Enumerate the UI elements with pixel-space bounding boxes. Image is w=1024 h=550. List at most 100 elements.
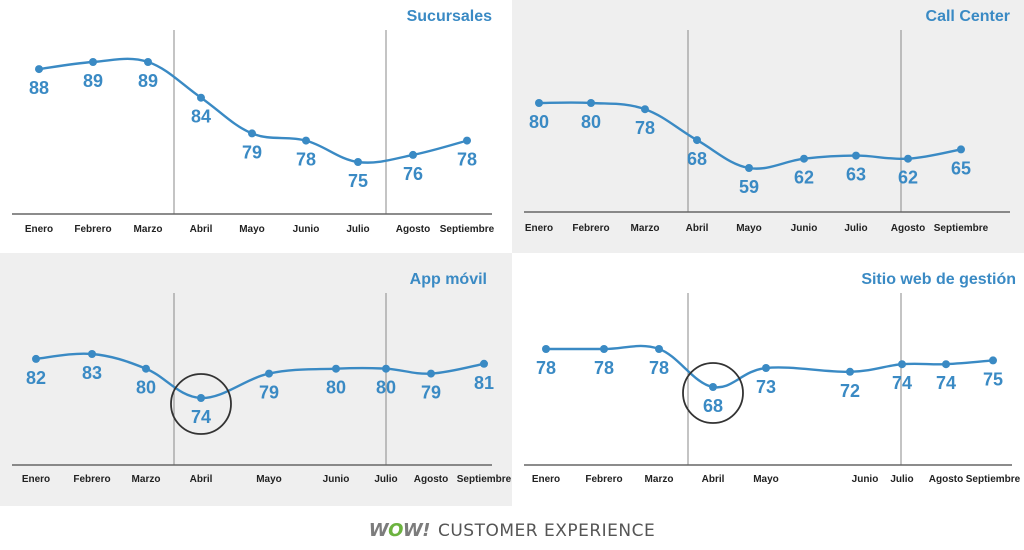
chart-title: Sitio web de gestión	[861, 271, 1016, 288]
data-label: 81	[474, 373, 494, 393]
x-tick-label: Agosto	[929, 474, 963, 485]
data-point-mayo	[745, 164, 753, 172]
data-label: 75	[983, 369, 1003, 389]
x-tick-label: Abril	[702, 474, 725, 485]
data-label: 63	[846, 165, 866, 185]
data-point-enero	[35, 65, 43, 74]
data-point-junio	[332, 364, 340, 373]
data-point-agosto	[409, 150, 417, 159]
data-label: 79	[259, 383, 279, 403]
footer-text: CUSTOMER EXPERIENCE	[437, 520, 656, 541]
chart-panel-call-center: 80 Enero 80 Febrero 78 Marzo 68 Abril 59 Mayo 62 Ju…	[512, 0, 1024, 253]
data-point-julio	[852, 151, 860, 160]
data-point-febrero	[600, 345, 608, 353]
data-label: 79	[421, 383, 441, 403]
chart-svg: 78 Enero 78 Febrero 78 Marzo 68 Abril 73 Mayo 72 Ju…	[524, 293, 1021, 485]
x-tick-label: Julio	[890, 474, 913, 485]
x-tick-label: Enero	[532, 474, 560, 485]
x-tick-label: Agosto	[414, 474, 448, 485]
x-tick-label: Enero	[22, 474, 50, 485]
data-point-febrero	[89, 58, 97, 66]
x-tick-label: Julio	[374, 474, 397, 485]
data-point-enero	[535, 99, 543, 107]
data-point-junio	[800, 154, 808, 163]
data-point-septiembre	[480, 359, 488, 368]
data-label: 83	[82, 363, 102, 383]
chart-title: Sucursales	[406, 8, 492, 25]
data-label: 78	[536, 358, 556, 378]
x-tick-label: Junio	[323, 474, 350, 485]
chart-title: App móvil	[409, 271, 487, 288]
x-tick-label: Marzo	[132, 474, 161, 485]
x-tick-label: Agosto	[396, 224, 430, 235]
x-tick-label: Junio	[791, 223, 818, 234]
data-label: 80	[136, 378, 156, 398]
x-tick-label: Junio	[852, 474, 879, 485]
x-tick-label: Febrero	[572, 223, 609, 234]
data-label: 59	[739, 177, 759, 197]
data-label: 82	[26, 368, 46, 388]
data-point-junio	[846, 367, 854, 376]
data-point-mayo	[762, 364, 770, 372]
x-tick-label: Junio	[293, 224, 320, 235]
x-tick-label: Julio	[346, 224, 369, 235]
data-label: 78	[594, 358, 614, 378]
data-point-febrero	[88, 350, 96, 358]
x-tick-label: Febrero	[73, 474, 110, 485]
data-label: 76	[403, 164, 423, 184]
data-point-abril	[197, 93, 205, 102]
data-point-febrero	[587, 99, 595, 107]
data-label: 80	[529, 112, 549, 132]
data-point-agosto	[427, 369, 435, 378]
data-point-julio	[382, 364, 390, 373]
series-line	[538, 101, 962, 170]
x-tick-label: Mayo	[736, 223, 762, 234]
chart-panel-app-movil: 82 Enero 83 Febrero 80 Marzo 74 Abril 79 Mayo 80 Ju…	[0, 253, 512, 506]
data-label: 68	[703, 396, 723, 416]
chart-panel-sucursales: 88 Enero 89 Febrero 89 Marzo 84 Abril 79 Mayo 78 Ju…	[0, 0, 512, 253]
chart-title: Call Center	[925, 8, 1010, 25]
data-point-marzo	[641, 105, 649, 114]
data-point-marzo	[144, 58, 152, 66]
data-point-julio	[354, 158, 362, 166]
x-tick-label: Marzo	[134, 224, 163, 235]
x-tick-label: Abril	[190, 474, 213, 485]
wow-logo: WOW!	[368, 520, 431, 541]
data-label: 74	[191, 407, 211, 427]
data-label: 84	[191, 107, 211, 127]
data-label: 80	[376, 378, 396, 398]
chart-svg: 88 Enero 89 Febrero 89 Marzo 84 Abril 79 Mayo 78 Ju…	[12, 30, 495, 235]
wow-customer-experience-logo: WOW! CUSTOMER EXPERIENCE	[369, 520, 656, 541]
data-point-enero	[32, 354, 40, 363]
data-point-mayo	[265, 369, 273, 378]
x-tick-label: Febrero	[74, 224, 111, 235]
x-tick-label: Abril	[190, 224, 213, 235]
data-label: 68	[687, 149, 707, 169]
chart-svg: 82 Enero 83 Febrero 80 Marzo 74 Abril 79 Mayo 80 Ju…	[12, 293, 512, 485]
data-label: 62	[794, 168, 814, 188]
data-point-septiembre	[463, 136, 471, 145]
data-point-septiembre	[957, 145, 965, 154]
data-label: 74	[892, 373, 912, 393]
data-point-abril	[709, 383, 717, 391]
x-tick-label: Septiembre	[934, 223, 989, 234]
footer-brand: WOW! CUSTOMER EXPERIENCE	[0, 514, 1024, 550]
highlight-circle	[170, 373, 232, 435]
x-tick-label: Septiembre	[966, 474, 1021, 485]
x-tick-label: Enero	[525, 223, 553, 234]
data-label: 78	[649, 358, 669, 378]
x-tick-label: Mayo	[256, 474, 282, 485]
data-point-junio	[302, 136, 310, 145]
x-tick-label: Agosto	[891, 223, 925, 234]
data-label: 65	[951, 158, 971, 178]
data-point-abril	[197, 394, 205, 402]
x-tick-label: Mayo	[239, 224, 265, 235]
data-point-enero	[542, 345, 550, 353]
chart-svg: 80 Enero 80 Febrero 78 Marzo 68 Abril 59 Mayo 62 Ju…	[524, 30, 1010, 234]
data-label: 80	[581, 112, 601, 132]
chart-panel-sitio-web: 78 Enero 78 Febrero 78 Marzo 68 Abril 73 Mayo 72 Ju…	[512, 253, 1024, 506]
data-label: 78	[457, 150, 477, 170]
data-point-marzo	[655, 345, 663, 353]
x-tick-label: Septiembre	[457, 474, 512, 485]
highlight-circle	[682, 362, 744, 424]
